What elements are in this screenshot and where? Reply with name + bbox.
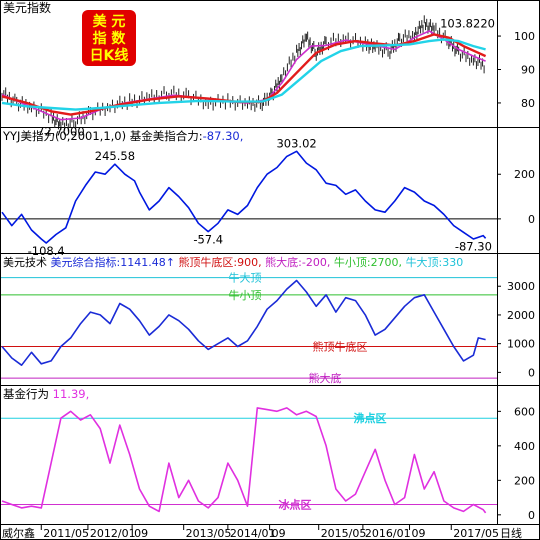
data-label: -87.30	[455, 239, 492, 253]
y-tick-label: 0	[528, 509, 535, 522]
y-tick-label: 0	[528, 213, 535, 226]
footer-left-label: 威尔鑫	[2, 526, 35, 540]
series-line-ma_mid	[1, 33, 487, 116]
y-tick-label: 80	[521, 97, 535, 110]
y-tick-label: 600	[514, 405, 535, 418]
data-label: 72.7000	[37, 125, 85, 139]
date-tick-label: 2014/01	[230, 527, 276, 540]
y-tick-label: 90	[521, 64, 535, 77]
reference-label: 熊顶牛底区	[313, 340, 368, 354]
panel-frame	[0, 253, 540, 386]
series-line-ma_short	[1, 30, 486, 121]
legend-label: 牛大顶:	[406, 255, 443, 269]
chart-text: 8090100020001000200030000200400600牛大顶牛小顶…	[2, 0, 535, 522]
legend-label: 牛小顶:	[334, 255, 371, 269]
reference-label: 冰点区	[279, 497, 312, 511]
legend-value: 2700,	[371, 256, 403, 269]
badge-text: 美 元	[93, 13, 126, 30]
indicator-value: -87.30,	[203, 129, 244, 143]
y-tick-label: 1000	[507, 338, 535, 351]
legend-value: 330	[442, 256, 463, 269]
legend-label: 熊顶牛底区:	[178, 255, 237, 269]
series-lines	[1, 15, 487, 514]
date-tick-label: 09	[412, 527, 426, 540]
date-tick-label: 2016/01	[365, 527, 411, 540]
badge-text: 指 数	[93, 30, 127, 47]
y-tick-label: 200	[514, 168, 535, 181]
panel-title: 基金行为 11.39,	[3, 387, 89, 401]
series-line-force	[1, 150, 487, 244]
series-line-ma_long	[1, 38, 486, 111]
legend-value: 900,	[237, 256, 262, 269]
date-tick-label: 2015/05	[321, 527, 367, 540]
reference-label: 牛大顶	[229, 271, 262, 285]
panel-title: YYJ美指力(0,2001,1,0) 基金美指合力:-87.30,	[2, 129, 243, 143]
legend-arrow: ↑	[166, 256, 175, 269]
y-tick-label: 400	[514, 440, 535, 453]
y-tick-label: 3000	[507, 280, 535, 293]
y-tick-label: 100	[514, 30, 535, 43]
y-tick-label: 0	[528, 366, 535, 379]
series-line-fund	[1, 407, 487, 514]
data-label: -108.4	[28, 244, 65, 258]
indicator-value: 11.39,	[53, 387, 90, 401]
date-tick-label: 2011/05	[43, 527, 89, 540]
period-label: 日线	[500, 526, 522, 540]
y-tick-label: 2000	[507, 309, 535, 322]
indicator-label: 基金美指合力:	[130, 129, 203, 143]
data-label: 245.58	[95, 149, 135, 163]
legend-label: 熊大底:	[265, 255, 302, 269]
date-tick-label: 2017/05	[453, 527, 499, 540]
date-tick-label: 09	[134, 527, 148, 540]
legend-value: -200,	[302, 256, 330, 269]
panel-title: 美元指数	[3, 0, 51, 15]
date-tick-label: 09	[272, 527, 286, 540]
reference-lines	[1, 218, 497, 505]
reference-label: 熊大底	[309, 371, 342, 385]
badge-text: 日K线	[90, 47, 129, 64]
date-tick-label: 2013/05	[186, 527, 232, 540]
y-tick-label: 200	[514, 474, 535, 487]
data-label: 103.8220	[440, 16, 495, 30]
data-label: 303.02	[276, 136, 316, 150]
legend-label: 美元综合指标:	[51, 255, 121, 269]
date-tick-label: 2012/01	[90, 527, 136, 540]
panel-title: 美元技术 美元综合指标:1141.48↑ 熊顶牛底区:900, 熊大底:-200…	[3, 255, 463, 269]
legend-value: 1141.48	[120, 256, 166, 269]
series-line-composite	[1, 279, 486, 366]
reference-label: 牛小顶	[229, 288, 262, 302]
panel-frame	[0, 385, 540, 525]
badge-box	[82, 10, 136, 66]
data-label: -57.4	[193, 233, 223, 247]
reference-label: 沸点区	[354, 411, 387, 425]
